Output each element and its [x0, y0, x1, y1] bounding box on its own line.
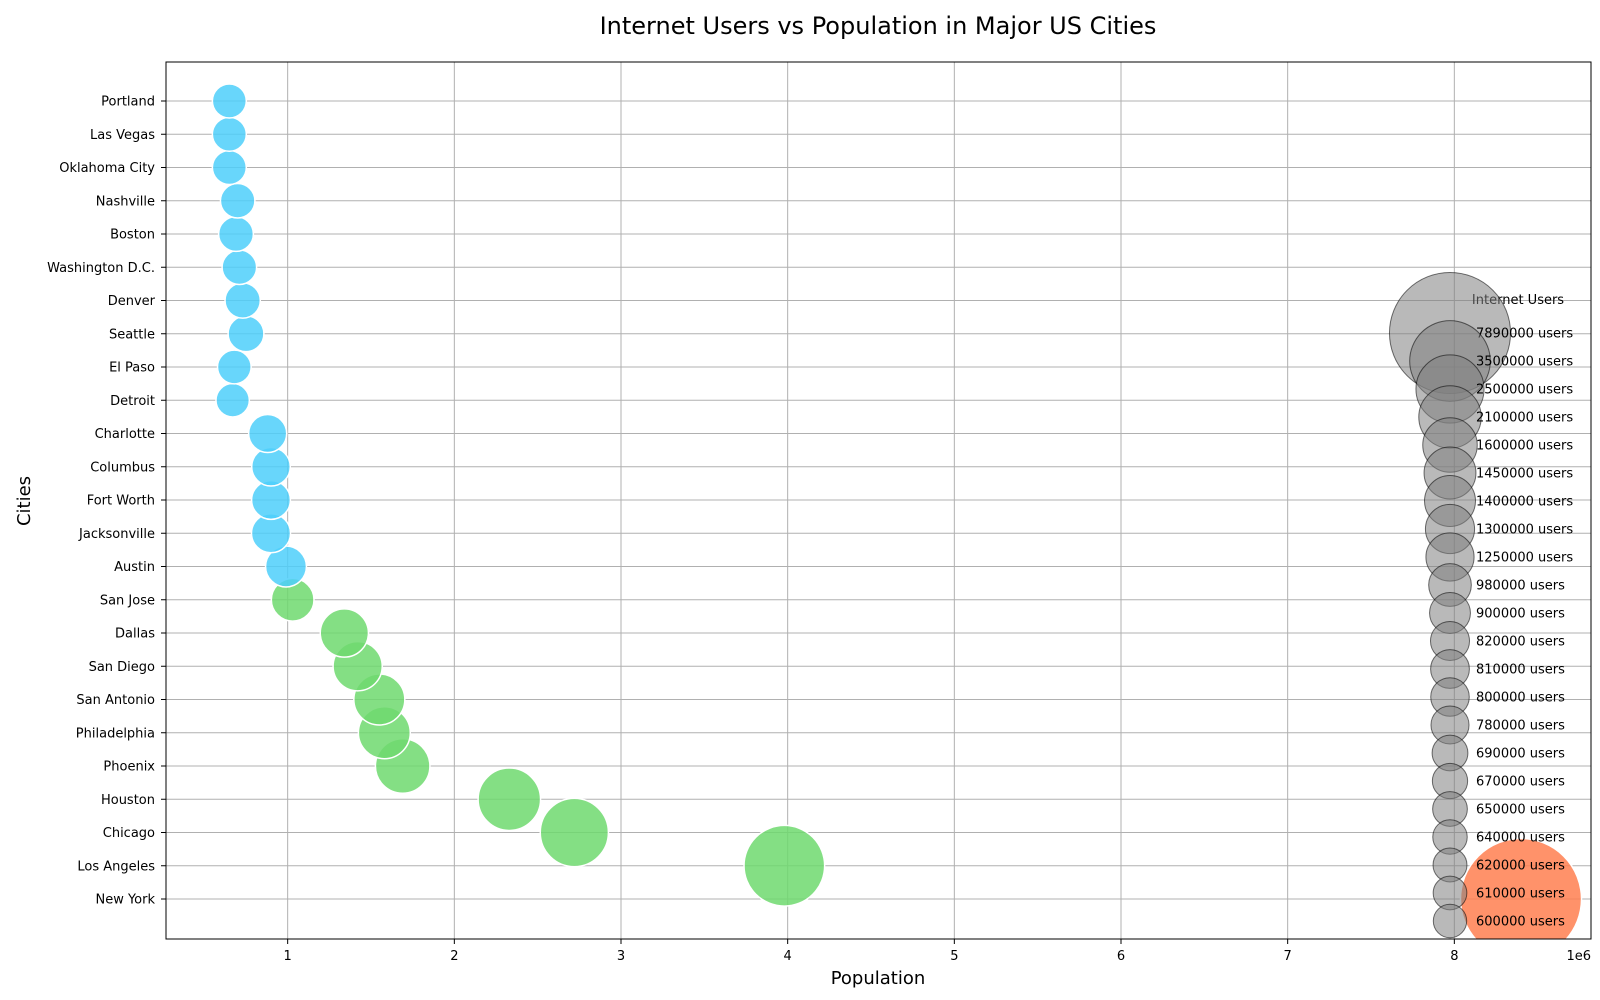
city-bubble: [224, 282, 262, 319]
legend-label: 610000 users: [1476, 887, 1565, 902]
legend-label: 600000 users: [1476, 915, 1565, 930]
chart-title: Internet Users vs Population in Major US…: [600, 12, 1157, 40]
legend-label: 1450000 users: [1476, 467, 1573, 482]
legend-label: 1600000 users: [1476, 439, 1573, 454]
legend-label: 2500000 users: [1476, 383, 1573, 398]
x-axis-title: Population: [831, 968, 926, 989]
city-bubble: [477, 767, 542, 832]
y-tick-label: Columbus: [90, 460, 155, 475]
legend-label: 620000 users: [1476, 859, 1565, 874]
x-axis-offset-label: 1e6: [1566, 949, 1591, 964]
y-tick-label: Jacksonville: [78, 527, 155, 542]
y-axis-title: Cities: [14, 476, 35, 526]
y-axis-ticks: New York Los Angeles Chicago Houston Phoenix…: [47, 95, 166, 908]
city-bubble: [216, 349, 252, 385]
y-tick-label: Seattle: [109, 327, 155, 342]
city-bubble: [743, 824, 826, 907]
y-tick-label: Boston: [110, 228, 155, 243]
legend-label: 820000 users: [1476, 635, 1565, 650]
y-tick-label: Phoenix: [103, 760, 155, 775]
x-tick-label: 4: [784, 949, 792, 964]
city-bubble: [539, 797, 610, 868]
x-tick-label: 1: [284, 949, 292, 964]
y-tick-label: San Diego: [89, 660, 155, 675]
x-tick-label: 6: [1117, 949, 1125, 964]
city-bubble: [211, 116, 248, 152]
city-bubble: [219, 182, 256, 219]
legend-label: 780000 users: [1476, 719, 1565, 734]
y-tick-label: Austin: [114, 560, 155, 575]
legend-label: 1300000 users: [1476, 523, 1573, 538]
y-tick-label: Charlotte: [95, 427, 155, 442]
city-bubble: [250, 446, 292, 487]
y-tick-label: Detroit: [110, 394, 155, 409]
legend-label: 800000 users: [1476, 691, 1565, 706]
y-tick-label: San Antonio: [76, 693, 155, 708]
legend-label: 2100000 users: [1476, 411, 1573, 426]
y-tick-label: Philadelphia: [76, 726, 155, 741]
y-tick-label: Portland: [101, 95, 155, 110]
y-tick-label: Los Angeles: [77, 859, 155, 874]
city-bubble: [247, 413, 288, 454]
legend-label: 1250000 users: [1476, 551, 1573, 566]
y-tick-label: Dallas: [115, 627, 155, 642]
legend-label: 900000 users: [1476, 607, 1565, 622]
y-tick-label: Washington D.C.: [47, 261, 155, 276]
legend-label: 690000 users: [1476, 747, 1565, 762]
legend-label: 810000 users: [1476, 663, 1565, 678]
grid-lines: [166, 62, 1591, 939]
city-bubble: [211, 149, 248, 186]
y-tick-label: Oklahoma City: [59, 161, 155, 176]
x-tick-label: 2: [450, 949, 458, 964]
city-bubble: [221, 249, 258, 286]
y-tick-label: Denver: [108, 294, 156, 309]
y-tick-label: New York: [95, 893, 155, 908]
y-tick-label: Houston: [101, 793, 155, 808]
y-tick-label: Nashville: [96, 194, 155, 209]
city-bubble: [215, 382, 251, 418]
x-tick-label: 5: [950, 949, 958, 964]
x-axis-ticks: 1 2 3 4 5 6 7 8: [284, 939, 1458, 964]
city-bubble: [319, 608, 370, 658]
legend-label: 7890000 users: [1476, 327, 1573, 342]
x-tick-label: 8: [1450, 949, 1458, 964]
legend-label: 670000 users: [1476, 775, 1565, 790]
legend-label: 650000 users: [1476, 803, 1565, 818]
legend-label: 3500000 users: [1476, 355, 1573, 370]
legend-bubble: [1432, 903, 1468, 939]
y-tick-label: Fort Worth: [87, 494, 155, 509]
legend-label: 640000 users: [1476, 831, 1565, 846]
y-tick-label: Las Vegas: [90, 128, 155, 143]
x-tick-label: 3: [617, 949, 625, 964]
y-tick-label: San Jose: [100, 593, 155, 608]
legend-label: 1400000 users: [1476, 495, 1573, 510]
x-tick-label: 7: [1284, 949, 1292, 964]
city-bubble: [227, 315, 265, 353]
y-tick-label: El Paso: [109, 361, 155, 376]
y-tick-label: Chicago: [103, 826, 155, 841]
legend-label: 980000 users: [1476, 579, 1565, 594]
city-bubble: [217, 215, 255, 253]
city-bubble: [211, 83, 248, 119]
